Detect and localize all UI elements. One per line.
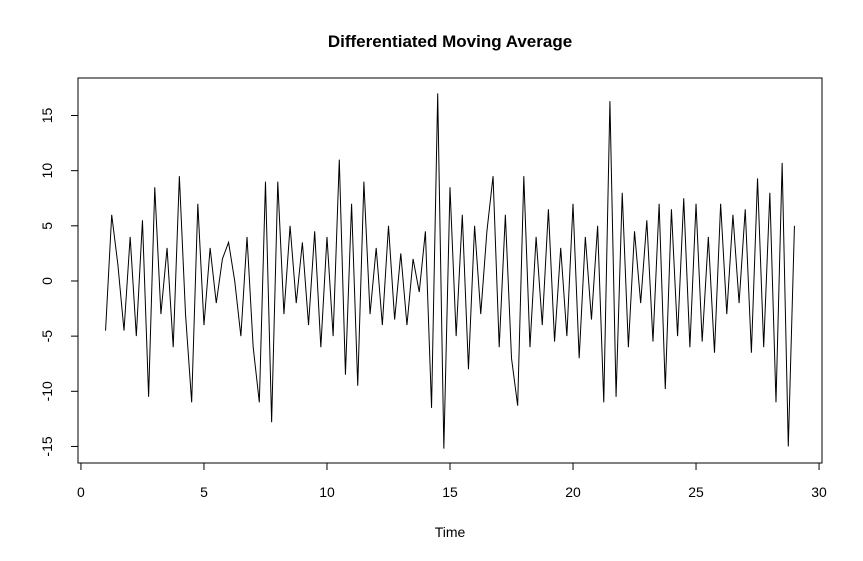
y-tick-label: 0 [39, 277, 55, 285]
x-tick-label: 10 [319, 484, 335, 500]
x-tick-label: 5 [200, 484, 208, 500]
y-tick-label: -15 [39, 436, 55, 456]
x-tick-label: 0 [77, 484, 85, 500]
y-tick-label: 10 [39, 163, 55, 179]
y-tick-label: 15 [39, 108, 55, 124]
x-tick-label: 20 [565, 484, 581, 500]
chart-title: Differentiated Moving Average [328, 32, 572, 51]
data-line [105, 93, 795, 449]
y-tick-label: -10 [39, 381, 55, 401]
x-tick-label: 15 [442, 484, 458, 500]
y-tick-label: -5 [39, 330, 55, 343]
x-axis-label: Time [435, 524, 466, 540]
x-tick-label: 25 [688, 484, 704, 500]
x-tick-label: 30 [811, 484, 827, 500]
y-tick-label: 5 [39, 222, 55, 230]
